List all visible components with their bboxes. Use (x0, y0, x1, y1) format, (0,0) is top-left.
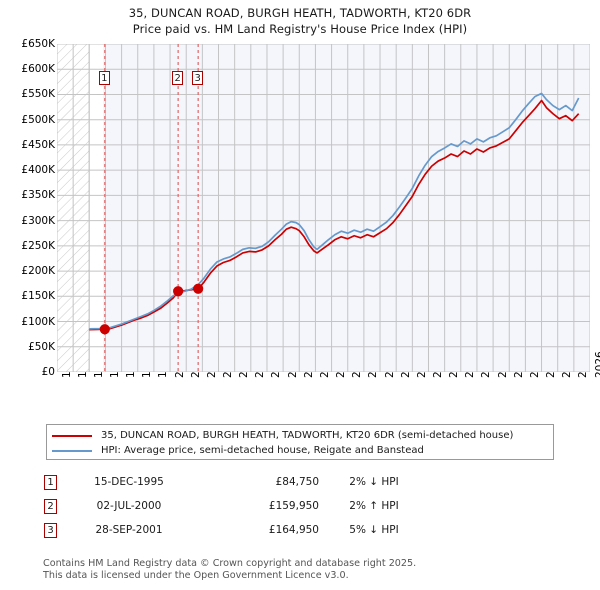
grid-lines (57, 44, 590, 372)
y-axis-tick-label: £550K (21, 88, 55, 101)
sale-marker-badge: 2 (172, 71, 184, 85)
series-hpi (89, 92, 580, 330)
row-index-badge: 1 (44, 474, 57, 490)
table-row[interactable]: 1 15-DEC-1995 £84,750 2% ↓ HPI (44, 470, 464, 494)
plot-svg (57, 44, 590, 372)
row-sale-date: 15-DEC-1995 (94, 476, 164, 488)
row-sale-price: £84,750 (275, 476, 319, 488)
y-axis-tick-label: £100K (21, 315, 55, 328)
title-line-1: 35, DUNCAN ROAD, BURGH HEATH, TADWORTH, … (128, 6, 472, 20)
sale-point-marker (193, 283, 204, 294)
y-axis-tick-label: £600K (21, 63, 55, 76)
footer-line-2: This data is licensed under the Open Gov… (43, 569, 349, 581)
title-line-2: Price paid vs. HM Land Registry's House … (132, 22, 468, 36)
footer-attribution: Contains HM Land Registry data © Crown c… (43, 558, 583, 581)
footer-line-1: Contains HM Land Registry data © Crown c… (43, 558, 417, 569)
sale-marker-badge: 1 (98, 71, 110, 85)
x-axis-tick-label: 2026 (593, 351, 600, 378)
row-hpi-delta: 2% ↑ HPI (349, 500, 399, 512)
series-price-paid (89, 99, 580, 331)
page-title: 35, DUNCAN ROAD, BURGH HEATH, TADWORTH, … (0, 0, 600, 37)
legend-item-hpi: HPI: Average price, semi-detached house,… (52, 443, 548, 458)
table-row[interactable]: 3 28-SEP-2001 £164,950 5% ↓ HPI (44, 518, 464, 542)
row-hpi-delta: 2% ↓ HPI (349, 476, 399, 488)
sale-marker-badge: 3 (192, 71, 204, 85)
y-axis-tick-label: £400K (21, 164, 55, 177)
y-axis-tick-label: £350K (21, 189, 55, 202)
legend-label-hpi: HPI: Average price, semi-detached house,… (101, 445, 424, 456)
y-axis-tick-label: £50K (28, 340, 55, 353)
table-row[interactable]: 2 02-JUL-2000 £159,950 2% ↑ HPI (44, 494, 464, 518)
y-axis-tick-label: £250K (21, 239, 55, 252)
row-sale-date: 02-JUL-2000 (96, 500, 162, 512)
row-sale-price: £164,950 (268, 524, 319, 536)
y-axis-tick-label: £150K (21, 290, 55, 303)
y-axis-tick-label: £0 (41, 366, 55, 378)
transaction-table: 1 15-DEC-1995 £84,750 2% ↓ HPI 2 02-JUL-2000 £… (44, 470, 464, 542)
price-history-chart: £0 £50K £100K £150K £200K £250K £300K £350K £400… (0, 38, 600, 380)
y-axis-tick-label: £300K (21, 214, 55, 227)
sale-point-marker (173, 286, 184, 297)
row-sale-date: 28-SEP-2001 (95, 524, 163, 536)
plot-area (57, 44, 590, 372)
legend-swatch-price-paid (52, 434, 92, 437)
legend-item-price-paid: 35, DUNCAN ROAD, BURGH HEATH, TADWORTH, … (52, 428, 548, 443)
row-index-badge: 2 (44, 498, 57, 514)
chart-legend: 35, DUNCAN ROAD, BURGH HEATH, TADWORTH, … (46, 424, 554, 460)
row-index-badge: 3 (44, 522, 57, 538)
y-axis-tick-label: £500K (21, 113, 55, 126)
row-hpi-delta: 5% ↓ HPI (349, 524, 399, 536)
legend-swatch-hpi (52, 449, 92, 452)
y-axis-tick-label: £450K (21, 138, 55, 151)
y-axis-tick-label: £650K (21, 38, 55, 50)
y-axis-tick-label: £200K (21, 265, 55, 278)
sale-point-marker (99, 324, 110, 335)
row-sale-price: £159,950 (268, 500, 319, 512)
legend-label-price-paid: 35, DUNCAN ROAD, BURGH HEATH, TADWORTH, … (101, 430, 514, 441)
